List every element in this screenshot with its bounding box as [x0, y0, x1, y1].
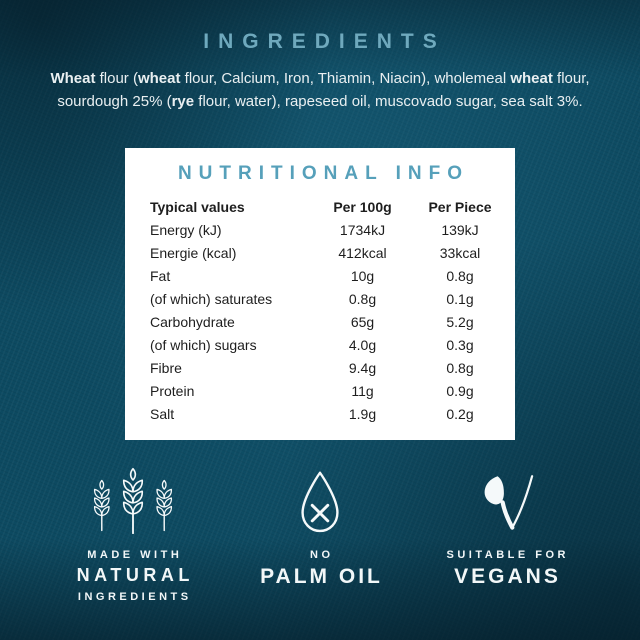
nutrition-header-per-100g: Per 100g	[333, 198, 392, 215]
nutrition-row: Fat 10g 0.8g	[125, 264, 515, 287]
nutrition-cell-label: Fat	[150, 267, 171, 284]
ingredient-text: flour, sourdough 25% (	[57, 70, 590, 110]
nutrition-row: Salt 1.9g 0.2g	[125, 402, 515, 425]
nutrition-cell-per-100g: 0.8g	[348, 290, 377, 307]
ingredient-allergen: wheat	[137, 70, 181, 87]
badge-natural-bottom-label: INGREDIENTS	[77, 591, 192, 603]
nutrition-cell-per-100g: 10g	[350, 267, 375, 284]
nutrition-cell-label: Protein	[150, 382, 195, 399]
nutrition-cell-label: Energie (kcal)	[150, 244, 237, 261]
nutrition-cell-label: Salt	[150, 405, 175, 422]
nutrition-cell-per-piece: 0.2g	[446, 405, 474, 422]
ingredient-text: flour, water), rapeseed oil, muscovado s…	[194, 93, 583, 110]
nutritional-info-title: NUTRITIONAL INFO	[177, 163, 470, 184]
nutrition-cell-per-100g: 412kcal	[338, 244, 387, 261]
nutrition-header-row: Typical values Per 100g Per Piece	[125, 195, 515, 218]
leaf-v-icon	[406, 464, 606, 536]
ingredient-text: flour, Calcium, Iron, Thiamin, Niacin), …	[180, 70, 511, 87]
nutritional-info-card: NUTRITIONAL INFO Typical values Per 100g…	[125, 148, 515, 440]
nutrition-cell-per-piece: 33kcal	[439, 244, 481, 261]
badge-vegan-top-label: SUITABLE FOR	[446, 549, 569, 561]
nutrition-row: Energy (kJ) 1734kJ 139kJ	[125, 218, 515, 241]
ingredients-paragraph: Wheat flour (wheat flour, Calcium, Iron,…	[33, 67, 608, 113]
nutrition-cell-per-100g: 9.4g	[348, 359, 377, 376]
badge-natural-main-label: NATURAL	[76, 565, 194, 585]
nutrition-row: (of which) sugars 4.0g 0.3g	[125, 333, 515, 356]
nutrition-row: Carbohydrate 65g 5.2g	[125, 310, 515, 333]
nutrition-cell-per-piece: 0.8g	[446, 267, 474, 284]
ingredient-allergen: rye	[171, 93, 195, 110]
ingredient-allergen: wheat	[510, 70, 553, 87]
nutrition-table: Typical values Per 100g Per Piece Energy…	[125, 195, 515, 425]
badge-natural-top-label: MADE WITH	[87, 549, 183, 561]
nutrition-cell-per-100g: 65g	[350, 313, 375, 330]
nutrition-cell-per-piece: 0.9g	[446, 382, 474, 399]
nutrition-cell-per-piece: 0.1g	[446, 290, 474, 307]
nutrition-cell-label: Fibre	[150, 359, 182, 376]
droplet-cross-icon	[220, 464, 420, 536]
nutrition-cell-label: (of which) saturates	[150, 290, 273, 307]
nutrition-cell-per-100g: 1734kJ	[339, 221, 386, 238]
badge-suitable-for-vegans: SUITABLE FOR VEGANS	[406, 464, 606, 589]
nutrition-cell-label: Carbohydrate	[150, 313, 235, 330]
ingredient-text: flour (	[95, 70, 138, 87]
nutrition-row: Energie (kcal) 412kcal 33kcal	[125, 241, 515, 264]
badge-vegan-main-label: VEGANS	[454, 565, 561, 588]
ingredients-title: INGREDIENTS	[203, 30, 446, 53]
nutrition-cell-per-100g: 1.9g	[348, 405, 377, 422]
nutrition-cell-per-piece: 139kJ	[441, 221, 479, 238]
badge-palm-top-label: NO	[310, 549, 334, 561]
nutrition-cell-per-100g: 11g	[351, 382, 374, 399]
badge-no-palm-oil: NO PALM OIL	[220, 464, 420, 589]
nutrition-cell-per-piece: 0.3g	[446, 336, 474, 353]
wheat-icon	[33, 464, 233, 536]
nutrition-row: Protein 11g 0.9g	[125, 379, 515, 402]
nutrition-cell-label: (of which) sugars	[150, 336, 257, 353]
badge-natural-ingredients: MADE WITH NATURAL INGREDIENTS	[33, 464, 233, 603]
nutrition-header-typical-values: Typical values	[150, 198, 245, 215]
badge-palm-main-label: PALM OIL	[260, 565, 383, 588]
nutrition-row: (of which) saturates 0.8g 0.1g	[125, 287, 515, 310]
nutrition-cell-per-piece: 5.2g	[446, 313, 474, 330]
nutrition-cell-label: Energy (kJ)	[150, 221, 222, 238]
nutrition-cell-per-100g: 4.0g	[348, 336, 377, 353]
nutrition-header-per-piece: Per Piece	[428, 198, 492, 215]
nutrition-row: Fibre 9.4g 0.8g	[125, 356, 515, 379]
nutrition-cell-per-piece: 0.8g	[446, 359, 474, 376]
ingredient-allergen: Wheat	[50, 70, 96, 87]
